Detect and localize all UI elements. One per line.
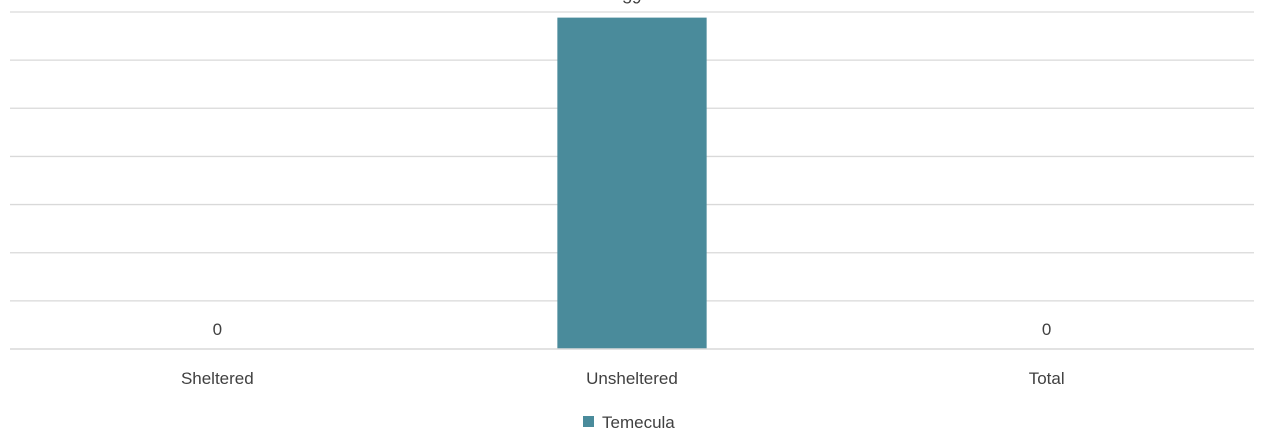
x-tick-label-sheltered: Sheltered [181, 369, 254, 388]
data-label-total: 0 [1042, 320, 1051, 339]
x-tick-label-total: Total [1029, 369, 1065, 388]
legend-swatch-temecula [583, 416, 594, 427]
bar-unsheltered [557, 17, 707, 349]
data-label-unsheltered: 59 [623, 0, 642, 8]
data-labels: 0 59 0 [213, 0, 1052, 339]
x-tick-label-unsheltered: Unsheltered [586, 369, 678, 388]
bars [557, 17, 707, 349]
x-axis-tick-labels: Sheltered Unsheltered Total [181, 369, 1065, 388]
legend-label-temecula: Temecula [602, 413, 675, 432]
legend: Temecula [583, 413, 675, 432]
data-label-sheltered: 0 [213, 320, 222, 339]
